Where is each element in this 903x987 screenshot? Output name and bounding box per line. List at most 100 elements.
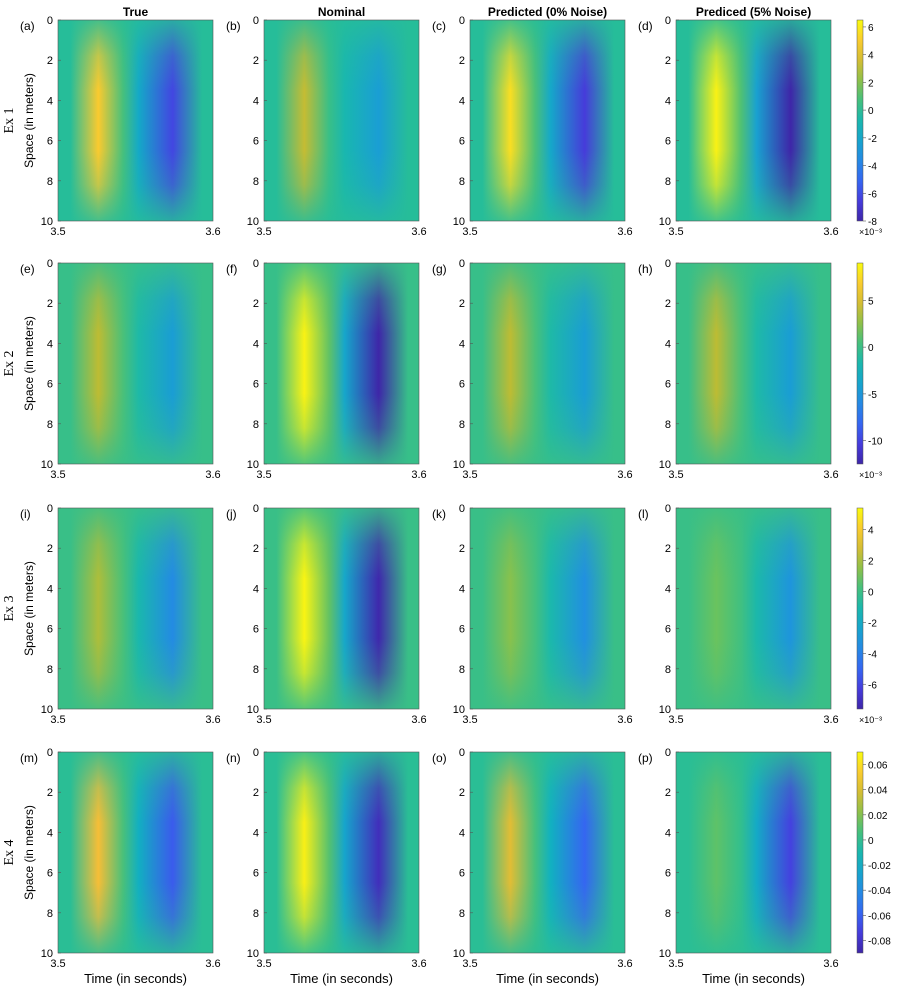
y-tick-label: 10 [453,948,465,960]
x-tick-label: 3.6 [411,226,426,238]
y-tick-label: 4 [47,583,53,595]
y-tick-label: 0 [47,15,53,27]
panel-label: (k) [432,507,446,521]
panel-label: (c) [432,19,446,33]
panel-label: (j) [226,507,237,521]
colorbar-tick-label: -10 [868,437,883,448]
y-tick-label: 0 [665,747,671,759]
colorbar-tick-label: -8 [868,217,877,228]
colorbar-tick-label: 4 [868,51,874,62]
y-axis-label: Space (in meters) [22,316,36,411]
y-tick-label: 6 [665,136,671,148]
y-tick-label: 4 [47,827,53,839]
colorbar-tick-label: -0.02 [868,861,891,872]
colorbar-tick-label: -6 [868,189,877,200]
y-tick-label: 8 [253,419,259,431]
axes-box [263,19,420,222]
y-tick-label: 8 [47,419,53,431]
axes-box [675,507,832,710]
row-label: Ex 2 [2,350,17,376]
y-tick-label: 10 [247,948,259,960]
x-tick-label: 3.5 [50,226,65,238]
x-tick-label: 3.5 [50,958,65,970]
y-tick-label: 4 [459,583,465,595]
y-tick-label: 2 [665,543,671,555]
y-tick-label: 0 [665,258,671,270]
heatmap-fade [58,752,213,953]
y-tick-label: 10 [659,459,671,471]
x-tick-label: 3.6 [205,469,220,481]
x-tick-label: 3.5 [462,469,477,481]
y-tick-label: 8 [665,419,671,431]
y-tick-label: 10 [659,704,671,716]
x-tick-label: 3.5 [462,714,477,726]
y-tick-label: 8 [459,664,465,676]
panel-label: (g) [432,262,447,276]
y-tick-label: 0 [459,258,465,270]
colorbar-multiplier: ×10⁻³ [859,470,882,480]
y-tick-label: 0 [665,503,671,515]
x-tick-label: 3.6 [617,469,632,481]
y-tick-label: 8 [253,908,259,920]
axes-box [57,507,214,710]
y-tick-label: 0 [47,258,53,270]
x-tick-label: 3.6 [823,958,838,970]
heatmap-fade [58,263,213,464]
colorbar-tick-label: 0 [868,587,874,598]
column-title: Prediced (5% Noise) [696,5,811,19]
y-tick-label: 6 [459,868,465,880]
y-tick-label: 2 [459,543,465,555]
y-tick-label: 4 [665,95,671,107]
x-tick-label: 3.5 [668,714,683,726]
y-tick-label: 8 [459,419,465,431]
y-tick-label: 4 [47,338,53,350]
colorbar-tick-label: 4 [868,526,874,537]
x-tick-label: 3.5 [462,226,477,238]
y-axis-label: Space (in meters) [22,561,36,656]
y-tick-label: 10 [41,459,53,471]
y-tick-label: 6 [47,868,53,880]
column-title: Predicted (0% Noise) [488,5,607,19]
y-axis-label: Space (in meters) [22,805,36,900]
y-tick-label: 2 [665,55,671,67]
y-tick-label: 6 [459,136,465,148]
colorbar [856,262,864,465]
x-axis-label: Time (in seconds) [496,971,599,986]
colorbar-multiplier: ×10⁻³ [859,227,882,237]
y-tick-label: 6 [459,379,465,391]
y-tick-label: 0 [253,258,259,270]
y-tick-label: 6 [665,868,671,880]
panel-label: (h) [638,262,653,276]
y-tick-label: 4 [253,338,259,350]
axes-box [263,262,420,465]
row-label: Ex 4 [2,839,17,865]
y-tick-label: 2 [47,298,53,310]
colorbar [856,19,864,222]
y-tick-label: 2 [253,543,259,555]
y-tick-label: 2 [665,298,671,310]
x-tick-label: 3.6 [823,469,838,481]
panel-label: (e) [20,262,35,276]
x-tick-label: 3.6 [411,469,426,481]
heatmap-fade [264,508,419,709]
y-tick-label: 8 [665,664,671,676]
y-tick-label: 2 [47,55,53,67]
colorbar-tick-label: 0 [868,106,874,117]
panel-label: (l) [638,507,649,521]
y-tick-label: 2 [47,787,53,799]
y-tick-label: 8 [253,176,259,188]
y-tick-label: 10 [453,216,465,228]
x-tick-label: 3.5 [256,958,271,970]
colorbar-tick-label: 6 [868,23,874,34]
colorbar-tick-label: 0.04 [868,786,888,797]
y-tick-label: 8 [459,176,465,188]
heatmap-fade [676,752,831,953]
y-tick-label: 2 [459,787,465,799]
x-tick-label: 3.5 [50,469,65,481]
y-tick-label: 6 [665,379,671,391]
row-label: Ex 1 [2,107,17,133]
colorbar-tick-label: 0 [868,343,874,354]
heatmap-fade [676,20,831,221]
x-tick-label: 3.6 [617,714,632,726]
